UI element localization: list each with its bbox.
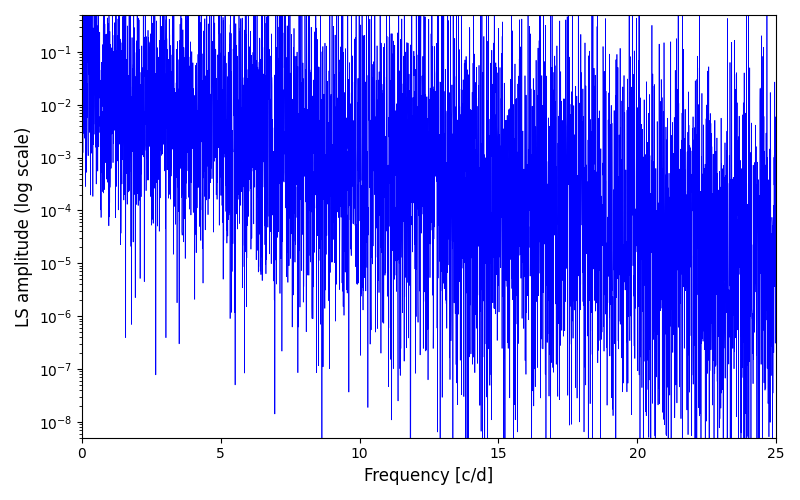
Y-axis label: LS amplitude (log scale): LS amplitude (log scale) (15, 126, 33, 326)
X-axis label: Frequency [c/d]: Frequency [c/d] (364, 467, 494, 485)
